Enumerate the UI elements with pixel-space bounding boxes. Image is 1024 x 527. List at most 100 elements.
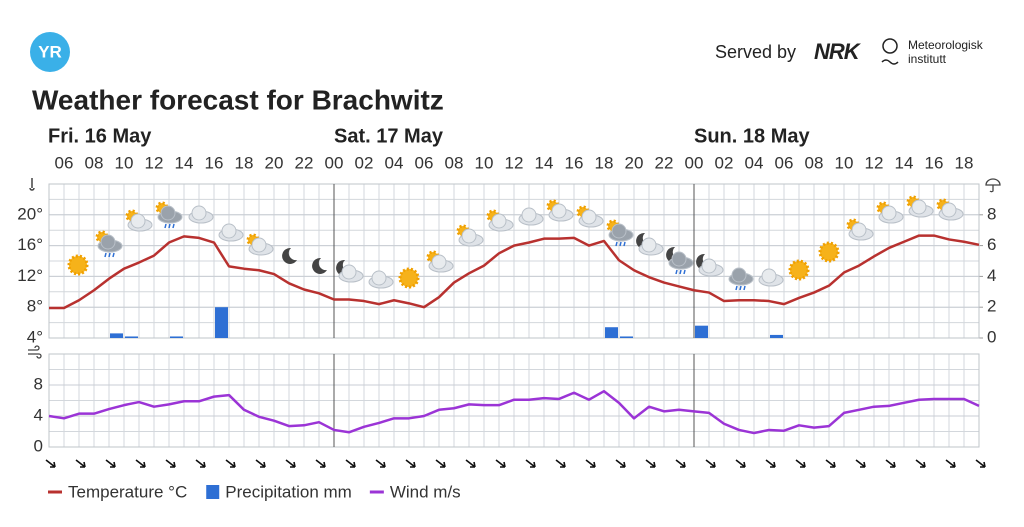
moon-icon	[282, 247, 297, 264]
cloud-icon	[911, 199, 927, 215]
x-tick-label: 22	[295, 153, 314, 172]
wind-arrow	[435, 459, 446, 468]
y2-tick-label: 6	[987, 235, 996, 254]
wind-arrow	[525, 459, 536, 468]
y-tick-label: 0	[34, 436, 43, 455]
wind-arrow	[945, 459, 956, 468]
umbrella-icon	[985, 178, 1001, 193]
y-tick-label: 20°	[17, 204, 43, 223]
wind-arrow	[675, 459, 686, 468]
sun-icon	[818, 241, 840, 263]
cloud-icon	[251, 237, 267, 253]
day-label: Fri. 16 May	[48, 125, 152, 147]
chart-title: Weather forecast for Brachwitz	[32, 84, 444, 115]
x-tick-label: 04	[385, 153, 404, 172]
y2-tick-label: 0	[987, 327, 996, 346]
wind-line	[48, 389, 980, 435]
legend-label: Precipitation mm	[225, 482, 352, 501]
wind-arrow	[585, 459, 596, 468]
y-tick-label: 16°	[17, 235, 43, 254]
x-tick-label: 14	[535, 153, 554, 172]
cloud-icon	[611, 223, 627, 239]
sun-icon	[398, 267, 420, 289]
day-label: Sat. 17 May	[334, 125, 444, 147]
x-tick-label: 10	[835, 153, 854, 172]
x-tick-label: 06	[55, 153, 74, 172]
x-tick-label: 16	[565, 153, 584, 172]
y-tick-label: 8°	[27, 297, 43, 316]
brand: NRK	[814, 39, 862, 64]
moon-icon	[312, 257, 327, 274]
x-tick-label: 18	[595, 153, 614, 172]
wind-arrow	[465, 459, 476, 468]
precip-bar	[170, 336, 183, 338]
plot-frame	[48, 353, 980, 448]
institute-icon	[882, 38, 898, 54]
plot-frame	[48, 183, 980, 339]
wind-arrow	[165, 459, 176, 468]
cloud-icon	[221, 223, 237, 239]
logo: YR	[38, 42, 62, 61]
x-tick-label: 18	[955, 153, 974, 172]
precip-bar	[215, 307, 228, 338]
cloud-icon	[761, 268, 777, 284]
wind-arrow	[285, 459, 296, 468]
wind-arrow	[795, 459, 806, 468]
wind-arrow	[315, 459, 326, 468]
cloud-icon	[941, 202, 957, 218]
y2-tick-label: 4	[987, 266, 996, 285]
legend-swatch	[206, 485, 220, 499]
served-by: Served by	[715, 42, 796, 62]
x-tick-label: 10	[115, 153, 134, 172]
sun-icon	[788, 259, 810, 281]
wind-arrow	[255, 459, 266, 468]
precip-bar	[620, 336, 633, 338]
x-tick-label: 06	[775, 153, 794, 172]
cloud-icon	[191, 205, 207, 221]
x-tick-label: 16	[925, 153, 944, 172]
wind-arrow	[915, 459, 926, 468]
precip-bar	[125, 336, 138, 338]
wind-arrow	[555, 459, 566, 468]
cloud-icon	[491, 213, 507, 229]
wind-arrow	[825, 459, 836, 468]
wind-arrow	[495, 459, 506, 468]
cloud-icon	[881, 205, 897, 221]
wind-arrow	[375, 459, 386, 468]
x-tick-label: 08	[85, 153, 104, 172]
x-tick-label: 14	[895, 153, 914, 172]
cloud-icon	[551, 203, 567, 219]
institute: institutt	[908, 52, 947, 66]
x-tick-label: 12	[505, 153, 524, 172]
x-tick-label: 12	[145, 153, 164, 172]
legend-label: Temperature °C	[68, 482, 187, 501]
cloud-icon	[100, 234, 116, 250]
sun-icon	[67, 254, 89, 276]
x-tick-label: 16	[205, 153, 224, 172]
rain-icon	[164, 223, 175, 229]
logo-badge	[30, 32, 70, 72]
x-tick-label: 08	[805, 153, 824, 172]
cloud-icon	[671, 251, 687, 267]
cloud-icon	[581, 209, 597, 225]
temperature-line	[49, 234, 980, 310]
cloud-icon	[341, 264, 357, 280]
cloud-icon	[701, 258, 717, 274]
x-tick-label: 20	[625, 153, 644, 172]
institute-icon	[881, 59, 899, 65]
wind-arrow	[225, 459, 236, 468]
precip-bar	[695, 325, 708, 338]
wind-arrow	[195, 459, 206, 468]
y-tick-label: 4	[34, 405, 43, 424]
precip-bar	[605, 327, 618, 338]
wind-arrow	[855, 459, 866, 468]
cloud-icon	[851, 222, 867, 238]
cloud-icon	[431, 254, 447, 270]
wind-arrow	[405, 459, 416, 468]
y-tick-label: 8	[34, 374, 43, 393]
cloud-icon	[160, 205, 176, 221]
wind-arrow	[885, 459, 896, 468]
cloud-icon	[521, 207, 537, 223]
legend-label: Wind m/s	[390, 482, 461, 501]
wind-arrow	[615, 459, 626, 468]
